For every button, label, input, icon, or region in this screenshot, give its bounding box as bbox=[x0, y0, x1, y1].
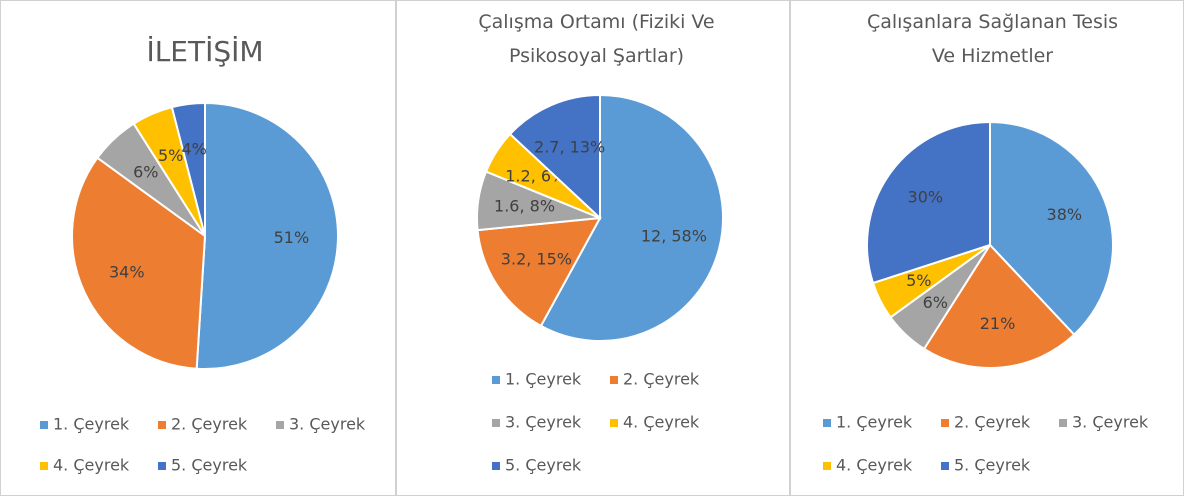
legend-swatch bbox=[610, 376, 618, 384]
legend-swatch bbox=[158, 421, 166, 429]
data-label: 6% bbox=[923, 293, 948, 312]
legend-label: 4. Çeyrek bbox=[53, 456, 130, 475]
data-label: 3.2, 15% bbox=[501, 250, 572, 269]
legend-label: 2. Çeyrek bbox=[171, 415, 248, 434]
data-label: 51% bbox=[274, 228, 310, 247]
data-label: 6% bbox=[133, 162, 158, 181]
legend-swatch bbox=[158, 462, 166, 470]
chart-title: Çalışma Ortamı (Fiziki Ve Psikosoyal Şar… bbox=[478, 11, 715, 67]
legend-label: 1. Çeyrek bbox=[505, 370, 582, 389]
legend-swatch bbox=[492, 419, 500, 427]
chart-title: Çalışanlara Sağlanan Tesis Ve Hizmetler bbox=[866, 11, 1119, 67]
pie-slice bbox=[539, 93, 724, 342]
legend-swatch bbox=[492, 462, 500, 470]
pie-slice bbox=[71, 156, 207, 370]
legend-swatch bbox=[610, 419, 618, 427]
legend-label: 1. Çeyrek bbox=[53, 415, 130, 434]
data-label: 12, 58% bbox=[641, 226, 707, 245]
panel bbox=[0, 0, 396, 496]
legend-label: 5. Çeyrek bbox=[954, 456, 1031, 475]
pie-slice bbox=[476, 216, 602, 328]
legend-swatch bbox=[492, 376, 500, 384]
legend-swatch bbox=[1059, 419, 1067, 427]
legend-label: 3. Çeyrek bbox=[505, 413, 582, 432]
data-label: 5% bbox=[158, 146, 183, 165]
pie-slice bbox=[170, 101, 206, 237]
legend-label: 2. Çeyrek bbox=[623, 370, 700, 389]
data-label: 30% bbox=[908, 188, 944, 207]
legend-label: 3. Çeyrek bbox=[289, 415, 366, 434]
chart-title: İLETİŞİM bbox=[146, 35, 264, 68]
legend-swatch bbox=[40, 462, 48, 470]
legend-label: 4. Çeyrek bbox=[836, 456, 913, 475]
pie-slice bbox=[866, 120, 991, 285]
legend-label: 3. Çeyrek bbox=[1072, 413, 1149, 432]
data-label: 5% bbox=[906, 271, 931, 290]
data-label: 1.6, 8% bbox=[494, 197, 555, 216]
legend-label: 5. Çeyrek bbox=[171, 456, 248, 475]
pie-slice bbox=[989, 120, 1114, 337]
legend-label: 4. Çeyrek bbox=[623, 413, 700, 432]
legend-swatch bbox=[823, 419, 831, 427]
legend-swatch bbox=[823, 462, 831, 470]
data-label: 2.7, 13% bbox=[534, 138, 605, 157]
legend-swatch bbox=[941, 462, 949, 470]
pie-slice bbox=[922, 243, 1076, 369]
legend-swatch bbox=[40, 421, 48, 429]
pie-slice bbox=[195, 101, 339, 370]
data-label: 34% bbox=[109, 262, 145, 281]
legend-label: 5. Çeyrek bbox=[505, 456, 582, 475]
data-label: 38% bbox=[1047, 205, 1083, 224]
panel bbox=[396, 0, 790, 496]
legend-swatch bbox=[276, 421, 284, 429]
data-label: 21% bbox=[980, 314, 1016, 333]
legend-label: 1. Çeyrek bbox=[836, 413, 913, 432]
legend-label: 2. Çeyrek bbox=[954, 413, 1031, 432]
pie-slice bbox=[508, 93, 601, 221]
data-label: 4% bbox=[181, 140, 206, 159]
legend-swatch bbox=[941, 419, 949, 427]
